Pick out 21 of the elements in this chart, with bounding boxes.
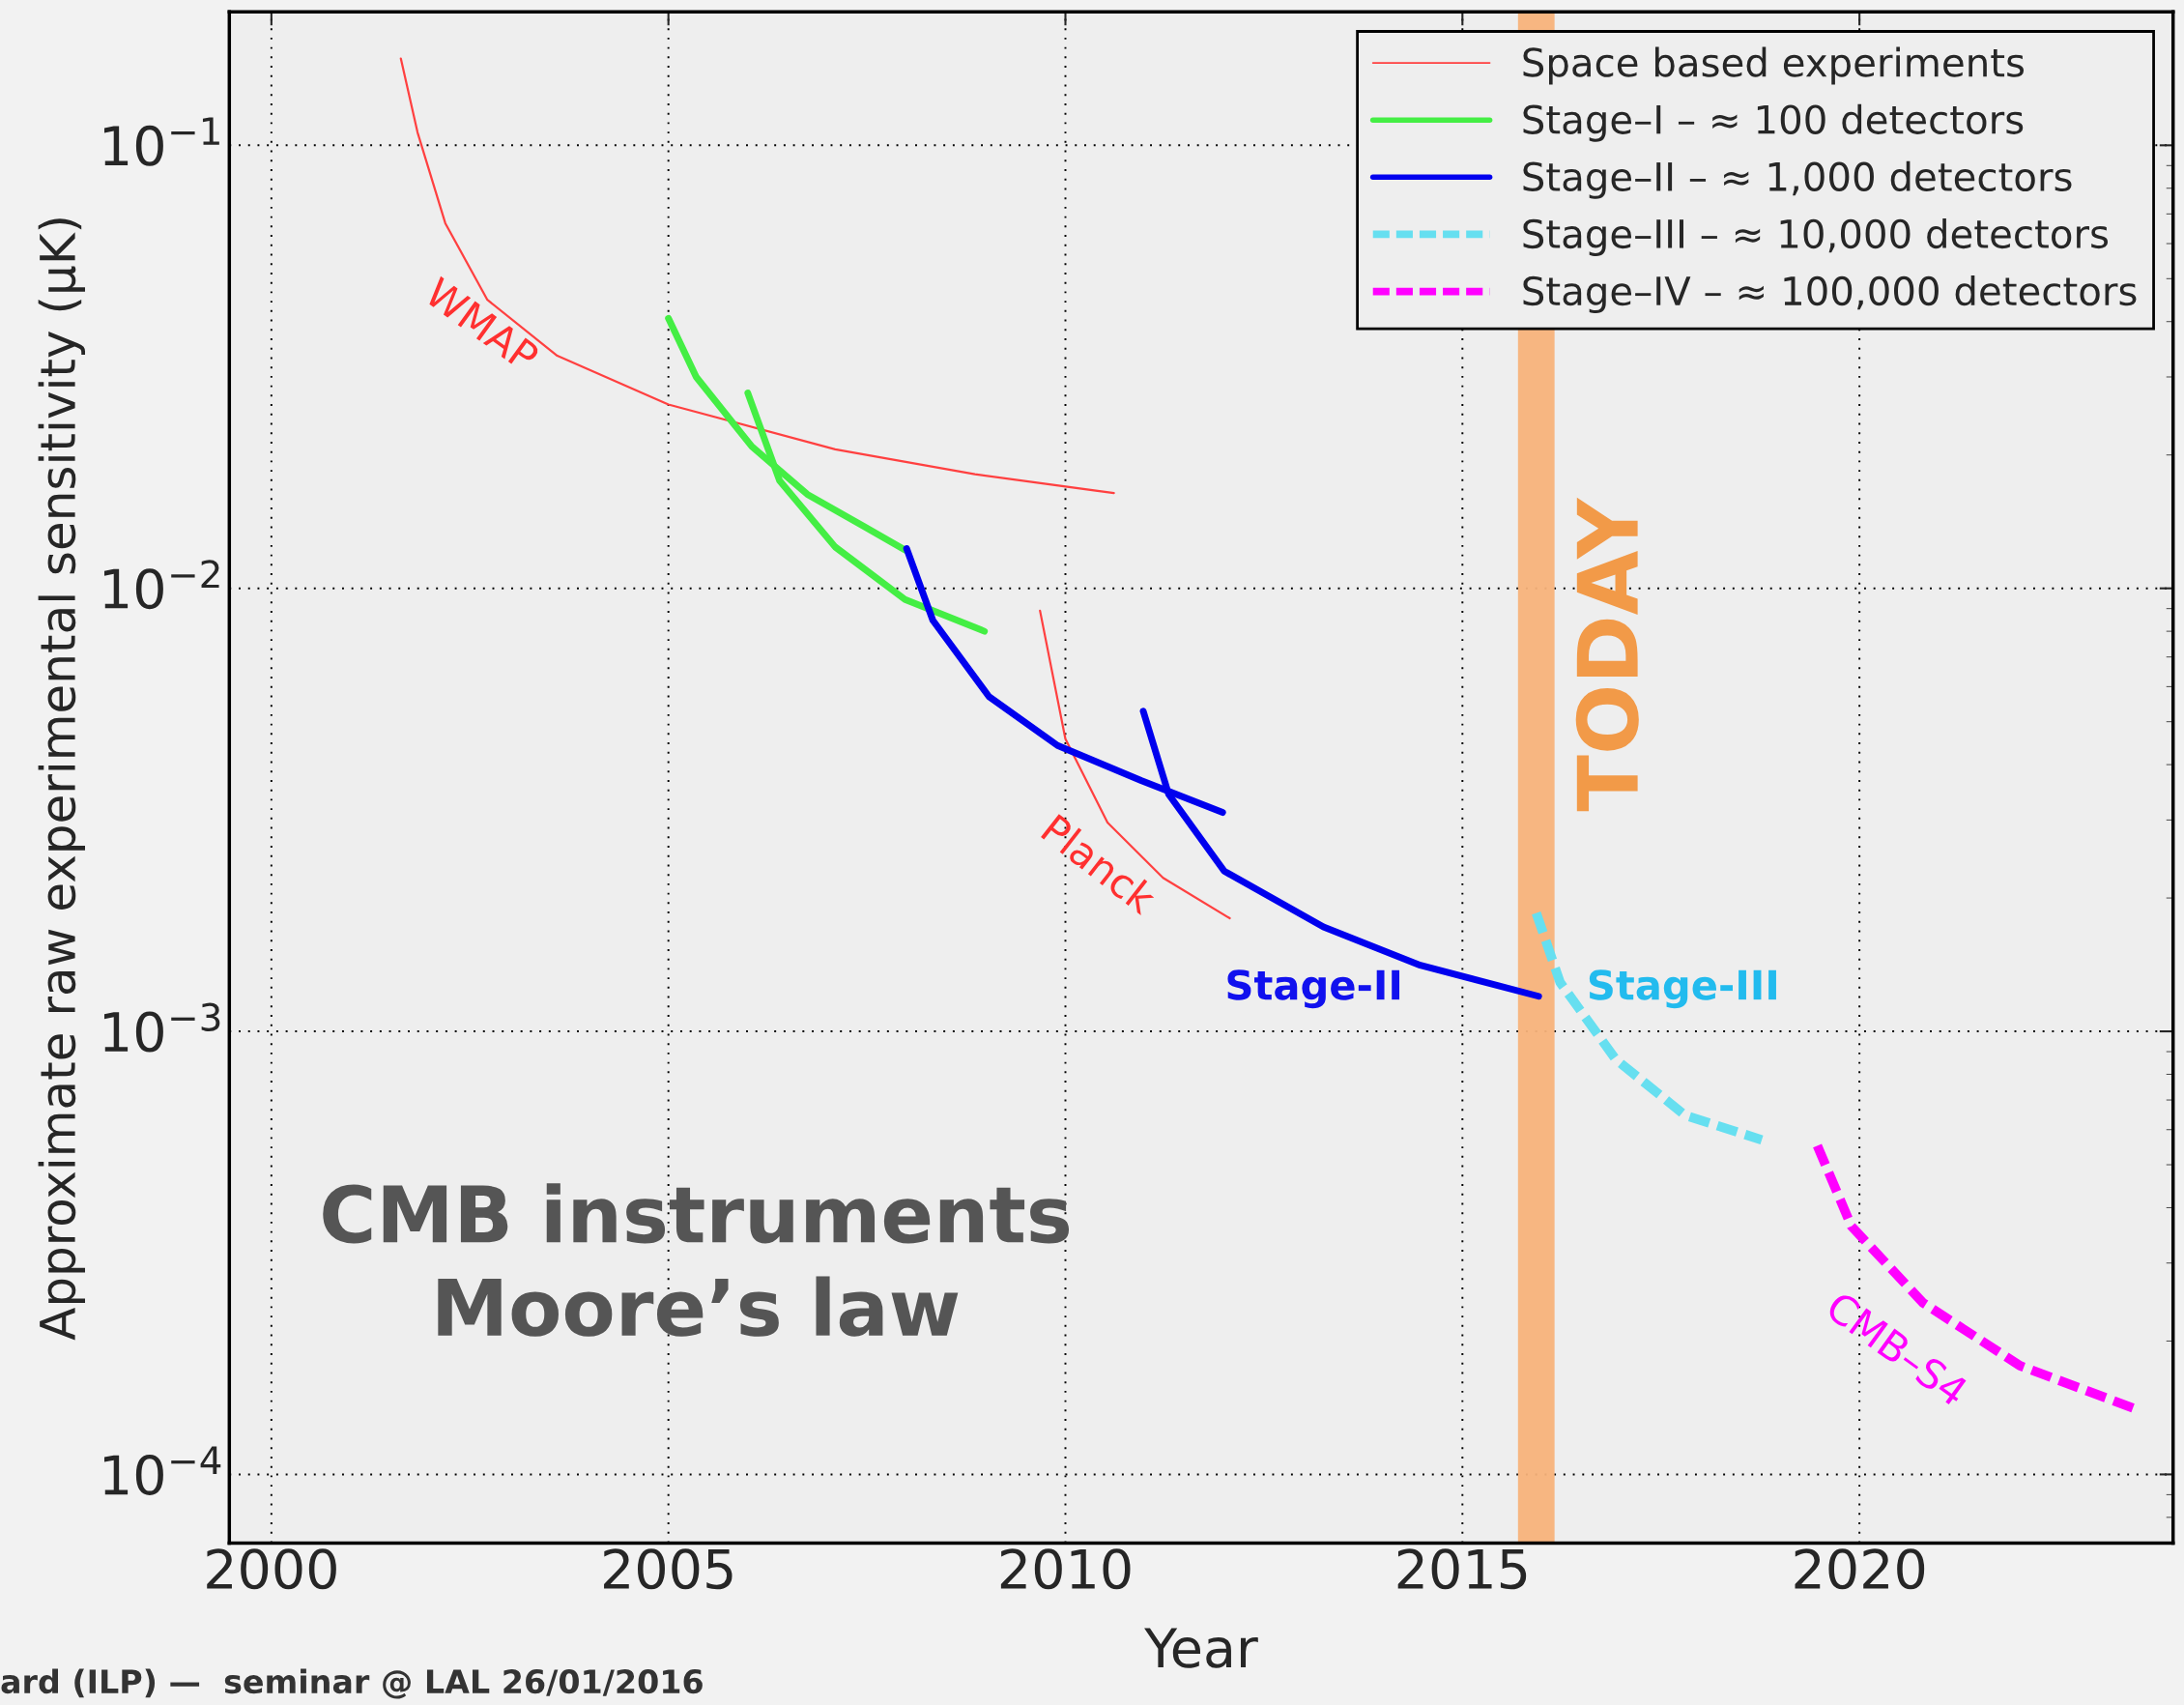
legend-label: Stage–IV – ≈ 100,000 detectors xyxy=(1523,275,2137,314)
annotation: Stage-III xyxy=(1589,969,1776,1009)
x-axis-title: Year xyxy=(1144,1628,1258,1668)
legend-label: Stage–III – ≈ 10,000 detectors xyxy=(1523,217,2109,256)
x-tick-label: 2000 xyxy=(207,1548,336,1590)
x-tick-label: 2020 xyxy=(1795,1548,1925,1590)
legend-label: Stage–II – ≈ 1,000 detectors xyxy=(1523,160,2072,199)
y-tick-label: 10$^{−3}$ xyxy=(103,1002,220,1053)
annotation: Stage-II xyxy=(1227,969,1400,1009)
x-tick-label: 2010 xyxy=(1000,1548,1131,1590)
x-tick-label: 2015 xyxy=(1397,1548,1527,1590)
legend-label: Stage–I – ≈ 100 detectors xyxy=(1523,103,2024,142)
legend-label: Space based experiments xyxy=(1523,46,2025,85)
y-tick-label: 10$^{−1}$ xyxy=(103,117,219,166)
y-axis-title: Approximate raw experimental sensitivity (µK) xyxy=(38,218,85,1341)
y-tick-label: 10$^{−2}$ xyxy=(103,560,219,610)
annotation: CMB instruments Moore’s law xyxy=(323,1183,1070,1337)
x-tick-label: 2005 xyxy=(604,1548,733,1590)
band-label: TODAY xyxy=(1575,497,1639,812)
y-tick-label: 10$^{−4}$ xyxy=(103,1446,221,1495)
text: ard (ILP) — seminar @ LAL 26/01/2016 xyxy=(1,1668,703,1699)
